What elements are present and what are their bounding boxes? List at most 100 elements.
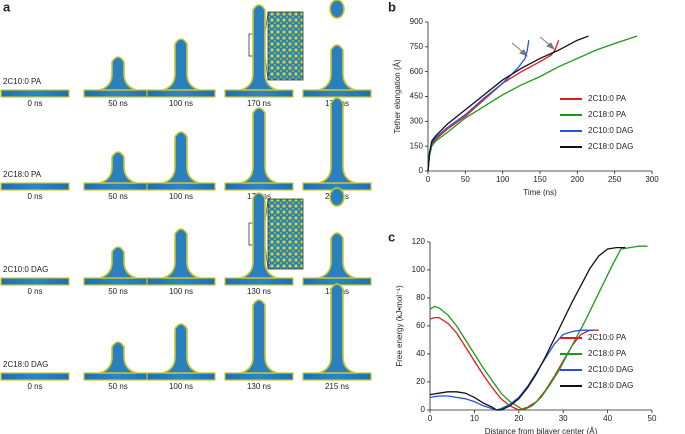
y-tick-label: 0 [419,166,424,175]
tether [99,56,137,91]
y-tick-label: 450 [410,92,424,101]
x-tick-label: 50 [648,414,657,423]
time-label: 0 ns [27,192,42,201]
y-tick-label: 60 [416,321,425,330]
membrane [0,89,70,98]
membrane [83,372,153,381]
x-tick-label: 40 [603,414,612,423]
y-tick-label: 900 [410,17,424,26]
y-tick-label: 750 [410,42,424,51]
time-label: 50 ns [108,192,128,201]
tether [240,299,278,374]
membrane [224,277,294,286]
y-tick-label: 80 [416,293,425,302]
legend-label: 2C18:0 PA [588,110,627,119]
row-label: 2C10:0 DAG [3,265,48,274]
legend-label: 2C18:0 DAG [588,142,633,151]
y-tick-label: 120 [412,237,426,246]
tether [240,192,278,279]
x-axis-label: Time (ns) [523,188,557,197]
panel-label: b [388,0,396,14]
membrane [83,277,153,286]
tether [99,341,137,374]
time-label: 100 ns [169,192,193,201]
x-tick-label: 0 [426,175,431,184]
row-label: 2C18:0 DAG [3,360,48,369]
y-tick-label: 100 [412,265,426,274]
membrane [224,89,294,98]
x-tick-label: 10 [470,414,479,423]
tether [318,283,356,374]
legend-label: 2C10:0 DAG [588,365,633,374]
x-tick-label: 100 [496,175,510,184]
x-tick-label: 0 [428,414,433,423]
x-tick-label: 20 [514,414,523,423]
tether [318,232,356,279]
tether [162,38,200,91]
membrane [83,89,153,98]
x-tick-label: 250 [608,175,622,184]
time-label: 130 ns [247,287,271,296]
annotation-arrows [511,36,555,57]
series-line [429,246,626,411]
membrane [224,372,294,381]
series-line [427,35,589,172]
panel-label: c [388,229,395,244]
tether [99,151,137,184]
membrane [0,277,70,286]
series-line [429,245,648,411]
y-tick-label: 150 [410,141,424,150]
vesicle [329,0,345,19]
time-label: 50 ns [108,99,128,108]
tether [318,44,356,91]
time-label: 100 ns [169,382,193,391]
series-line [427,35,638,172]
time-label: 130 ns [247,382,271,391]
legend-label: 2C10:0 DAG [588,126,633,135]
tether [162,131,200,184]
time-label: 0 ns [27,287,42,296]
legend-label: 2C18:0 PA [588,349,627,358]
x-tick-label: 150 [533,175,547,184]
membrane [302,372,372,381]
tether [162,323,200,374]
tether [162,228,200,279]
time-label: 170 ns [247,99,271,108]
y-tick-label: 0 [421,405,426,414]
vesicle [329,187,345,207]
membrane [146,372,216,381]
x-tick-label: 300 [645,175,659,184]
legend-label: 2C10:0 PA [588,94,627,103]
y-tick-label: 600 [410,67,424,76]
row-label: 2C18:0 PA [3,170,42,179]
legend-label: 2C18:0 DAG [588,381,633,390]
time-label: 50 ns [108,382,128,391]
time-label: 50 ns [108,287,128,296]
x-axis-label: Distance from bilayer center (Å) [485,427,598,434]
panel-label: a [3,0,11,14]
y-tick-label: 300 [410,116,424,125]
series-line [427,39,560,172]
y-tick-label: 40 [416,349,425,358]
y-axis-label: Free energy (kJ•mol⁻¹) [395,285,404,367]
membrane [302,89,372,98]
tether [99,246,137,279]
tether [318,97,356,184]
membrane [146,277,216,286]
x-tick-label: 50 [461,175,470,184]
row-label: 2C10:0 PA [3,77,42,86]
membrane [146,182,216,191]
time-label: 0 ns [27,382,42,391]
membrane [146,89,216,98]
time-label: 100 ns [169,99,193,108]
y-tick-label: 20 [416,377,425,386]
membrane [0,372,70,381]
series-line [429,329,595,411]
membrane [0,182,70,191]
time-label: 0 ns [27,99,42,108]
legend-label: 2C10:0 PA [588,333,627,342]
tether [240,4,278,91]
y-axis-label: Tether elongation (Å) [393,59,402,134]
time-label: 100 ns [169,287,193,296]
